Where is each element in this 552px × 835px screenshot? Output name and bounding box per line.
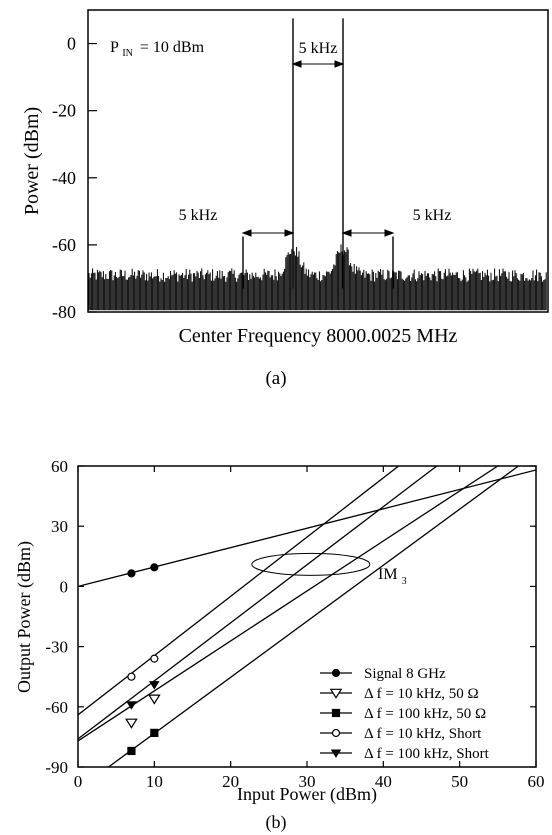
im3-label: IM 3 bbox=[378, 566, 407, 587]
arrow-center bbox=[291, 60, 345, 68]
x-tick-label: 40 bbox=[375, 772, 392, 791]
peak-group bbox=[242, 18, 394, 289]
fit-lines bbox=[78, 466, 536, 767]
fit-line-3 bbox=[78, 466, 399, 716]
data-markers bbox=[125, 563, 161, 756]
x-axis-label-b: Input Power (dBm) bbox=[237, 784, 377, 805]
legend-entry: Signal 8 GHz bbox=[320, 666, 446, 682]
data-point-series-2 bbox=[127, 746, 136, 756]
pin-subscript: IN bbox=[122, 48, 133, 59]
spacing-arrows bbox=[241, 60, 395, 237]
x-tick-label: 10 bbox=[146, 772, 163, 791]
y-tick-label: -80 bbox=[52, 302, 76, 322]
x-tick-label: 50 bbox=[451, 772, 468, 791]
x-tick-label: 0 bbox=[74, 772, 83, 791]
im3-ellipse bbox=[251, 552, 371, 576]
legend-marker bbox=[331, 668, 341, 678]
im3-main: IM bbox=[378, 566, 398, 583]
pin-main: P bbox=[110, 39, 119, 56]
panel-b-power-chart: 0 10 20 30 40 50 60 60 30 0 -30 -60 -90 IM 3 Signal … bbox=[14, 457, 545, 833]
legend-label: Δ f = 10 kHz, Short bbox=[364, 726, 482, 742]
legend-marker bbox=[329, 688, 343, 699]
legend-marker bbox=[330, 749, 342, 758]
data-point-series-1 bbox=[148, 694, 161, 705]
noise-floor-trace bbox=[88, 242, 547, 311]
legend-label: Δ f = 10 kHz, 50 Ω bbox=[364, 686, 479, 702]
panel-a-spectrum-chart: 0 -20 -40 -60 -80 Power (dBm) Center Frequen… bbox=[21, 9, 549, 389]
legend-entry: Δ f = 10 kHz, Short bbox=[320, 726, 482, 742]
pin-value: = 10 dBm bbox=[140, 39, 205, 56]
data-point-series-4 bbox=[149, 681, 160, 690]
fit-line-4 bbox=[78, 466, 438, 740]
y-tick-label: 0 bbox=[60, 577, 69, 596]
y-tick-label: 30 bbox=[51, 517, 68, 536]
y-tick-label: -90 bbox=[45, 758, 68, 777]
spacing-label-right: 5 kHz bbox=[413, 207, 452, 224]
data-point-series-1 bbox=[125, 718, 138, 729]
plot-frame bbox=[87, 9, 549, 313]
data-point-series-4 bbox=[126, 701, 137, 710]
y-tick-label: -40 bbox=[52, 168, 76, 188]
fit-line-2 bbox=[108, 466, 519, 767]
y-axis-label-b: Output Power (dBm) bbox=[14, 541, 35, 693]
data-point-series-0 bbox=[127, 569, 136, 578]
legend-marker bbox=[331, 708, 341, 718]
im3-subscript: 3 bbox=[402, 576, 407, 587]
y-tick-label: 60 bbox=[51, 457, 68, 476]
spacing-label-left: 5 kHz bbox=[179, 207, 218, 224]
panel-label: (a) bbox=[265, 368, 286, 389]
legend: Signal 8 GHz Δ f = 10 kHz, 50 Ω Δ f = 100 … bbox=[320, 666, 490, 762]
legend-label: Δ f = 100 kHz, Short bbox=[364, 746, 490, 762]
data-point-series-2 bbox=[150, 728, 159, 737]
y-tick-label: 0 bbox=[67, 34, 76, 54]
x-tick-label: 60 bbox=[528, 772, 545, 791]
legend-label: Signal 8 GHz bbox=[364, 666, 446, 682]
x-tick-label: 30 bbox=[299, 772, 316, 791]
y-tick-label: -60 bbox=[45, 698, 68, 717]
legend-entry: Δ f = 100 kHz, Short bbox=[320, 746, 490, 762]
legend-entry: Δ f = 100 kHz, 50 Ω bbox=[320, 706, 486, 722]
legend-label: Δ f = 100 kHz, 50 Ω bbox=[364, 706, 486, 722]
legend-marker bbox=[331, 728, 341, 738]
panel-label-b: (b) bbox=[266, 812, 287, 833]
fit-line-1 bbox=[78, 466, 499, 742]
x-axis-label: Center Frequency 8000.0025 MHz bbox=[179, 325, 458, 347]
input-power-annotation: P IN = 10 dBm bbox=[110, 39, 205, 60]
data-point-series-3 bbox=[127, 672, 136, 681]
axis-ticks: 0 10 20 30 40 50 60 60 30 0 -30 -60 -90 bbox=[45, 457, 544, 791]
y-tick-label: -20 bbox=[52, 101, 76, 121]
arrow-right bbox=[341, 229, 395, 237]
legend-entry: Δ f = 10 kHz, 50 Ω bbox=[320, 686, 479, 702]
x-tick-label: 20 bbox=[222, 772, 239, 791]
y-tick-label: -30 bbox=[45, 638, 68, 657]
data-point-series-3 bbox=[150, 654, 159, 663]
y-tick-label: -60 bbox=[52, 235, 76, 255]
arrow-left bbox=[241, 229, 295, 237]
y-axis-ticks: 0 -20 -40 -60 -80 bbox=[52, 34, 97, 322]
spacing-label-center: 5 kHz bbox=[299, 40, 338, 57]
fit-line-0 bbox=[78, 469, 536, 588]
data-point-series-0 bbox=[150, 563, 159, 572]
y-axis-label: Power (dBm) bbox=[21, 107, 43, 215]
